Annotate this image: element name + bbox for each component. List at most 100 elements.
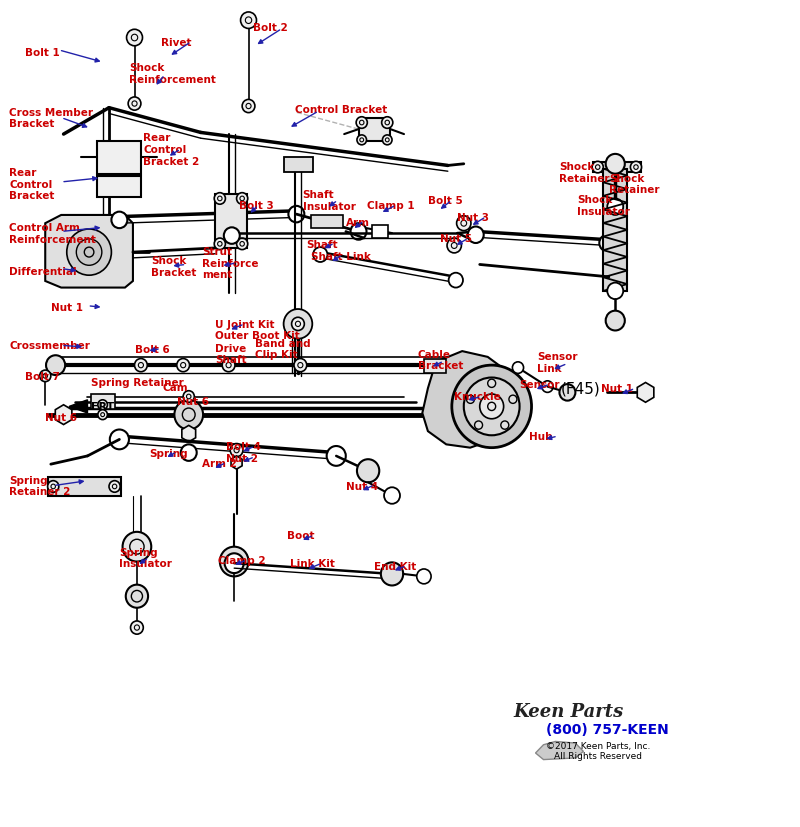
Polygon shape	[69, 400, 87, 414]
Text: Cross Member
Bracket: Cross Member Bracket	[10, 108, 94, 129]
Circle shape	[326, 447, 346, 466]
Text: Sensor
Link: Sensor Link	[537, 351, 578, 373]
Circle shape	[313, 248, 327, 263]
Circle shape	[177, 359, 190, 372]
Text: Control Bracket: Control Bracket	[294, 105, 387, 115]
Circle shape	[417, 569, 431, 584]
Text: FRT: FRT	[90, 402, 114, 412]
Text: Bolt 6: Bolt 6	[135, 344, 170, 354]
Text: Nut 3: Nut 3	[458, 213, 490, 222]
Circle shape	[111, 213, 127, 229]
Circle shape	[126, 585, 148, 608]
Circle shape	[599, 236, 615, 252]
Text: Bolt 7: Bolt 7	[26, 371, 60, 381]
Circle shape	[381, 562, 403, 586]
Text: Boot: Boot	[286, 530, 314, 541]
Circle shape	[220, 547, 249, 576]
Text: Bolt 1: Bolt 1	[26, 47, 60, 58]
Text: Link Kit: Link Kit	[290, 558, 335, 568]
Text: Shock
Retainer 2: Shock Retainer 2	[559, 162, 621, 184]
Circle shape	[40, 370, 51, 382]
Circle shape	[294, 359, 306, 372]
Circle shape	[225, 553, 244, 573]
Text: (800) 757-KEEN: (800) 757-KEEN	[546, 723, 669, 737]
Circle shape	[109, 481, 120, 493]
Circle shape	[559, 385, 575, 401]
Circle shape	[509, 395, 517, 404]
Circle shape	[630, 162, 642, 174]
Circle shape	[606, 311, 625, 331]
Circle shape	[466, 395, 474, 404]
Text: Nut 1: Nut 1	[601, 384, 633, 394]
Text: Hub: Hub	[529, 432, 553, 442]
Bar	[603, 170, 627, 291]
Circle shape	[122, 533, 151, 562]
Text: Shaft: Shaft	[306, 240, 338, 250]
Circle shape	[130, 621, 143, 634]
Bar	[593, 163, 641, 173]
Bar	[285, 158, 313, 173]
Circle shape	[606, 155, 625, 174]
Text: Spring Retainer: Spring Retainer	[90, 377, 183, 387]
Text: Bolt 4: Bolt 4	[226, 442, 261, 452]
Circle shape	[237, 194, 248, 205]
Text: Bolt 3: Bolt 3	[239, 201, 274, 211]
Circle shape	[284, 309, 312, 339]
Circle shape	[382, 136, 392, 146]
Bar	[97, 177, 141, 198]
Text: Spring
Retainer 2: Spring Retainer 2	[10, 476, 70, 497]
Text: Spring
Insulator: Spring Insulator	[119, 547, 172, 568]
Text: Shock
Insulator: Shock Insulator	[577, 195, 630, 217]
Circle shape	[447, 239, 462, 254]
Text: (F45): (F45)	[561, 381, 601, 396]
Circle shape	[242, 100, 255, 113]
Circle shape	[382, 117, 393, 129]
Circle shape	[291, 318, 304, 331]
Circle shape	[452, 366, 531, 448]
Circle shape	[474, 422, 482, 430]
Polygon shape	[46, 216, 133, 289]
Text: Clamp 2: Clamp 2	[218, 555, 266, 565]
Circle shape	[457, 217, 471, 232]
Text: Cam: Cam	[162, 382, 188, 392]
Text: Shaft
Insulator: Shaft Insulator	[302, 190, 356, 212]
Text: Shaft Link: Shaft Link	[310, 252, 370, 262]
Text: Rear
Control
Bracket: Rear Control Bracket	[10, 168, 54, 201]
Bar	[48, 478, 121, 496]
Bar	[215, 195, 247, 249]
Circle shape	[128, 98, 141, 111]
Circle shape	[357, 460, 379, 483]
Polygon shape	[535, 742, 583, 760]
Text: All Rights Reserved: All Rights Reserved	[554, 751, 642, 760]
Text: Nut 4: Nut 4	[346, 481, 378, 491]
Text: Spring: Spring	[149, 448, 187, 458]
Text: Band and
Clip Kit: Band and Clip Kit	[255, 338, 310, 360]
Bar	[310, 216, 342, 229]
Bar	[424, 359, 446, 374]
Circle shape	[357, 136, 366, 146]
Bar	[97, 141, 141, 174]
Text: Nut 5: Nut 5	[440, 234, 472, 244]
Circle shape	[480, 394, 504, 419]
Circle shape	[237, 239, 248, 251]
Circle shape	[98, 410, 107, 420]
Text: Bolt 2: Bolt 2	[253, 23, 287, 33]
Circle shape	[174, 400, 203, 430]
Circle shape	[468, 227, 484, 244]
Text: Shock
Bracket: Shock Bracket	[151, 256, 197, 278]
Circle shape	[449, 274, 463, 289]
Polygon shape	[422, 351, 518, 448]
Circle shape	[592, 162, 603, 174]
Text: Cable
Bracket: Cable Bracket	[418, 349, 463, 370]
Circle shape	[222, 359, 235, 372]
Text: Arm: Arm	[346, 218, 370, 227]
Text: Strut
Reinforce
ment: Strut Reinforce ment	[202, 247, 258, 280]
Polygon shape	[55, 405, 72, 425]
Circle shape	[214, 194, 226, 205]
Text: End Kit: End Kit	[374, 561, 417, 571]
Text: Control Arm
Reinforcement: Control Arm Reinforcement	[10, 223, 96, 245]
Text: Nut 2: Nut 2	[226, 454, 258, 464]
Polygon shape	[182, 426, 196, 442]
Text: ©2017 Keen Parts, Inc.: ©2017 Keen Parts, Inc.	[546, 741, 650, 750]
Text: Rivet: Rivet	[161, 37, 191, 48]
